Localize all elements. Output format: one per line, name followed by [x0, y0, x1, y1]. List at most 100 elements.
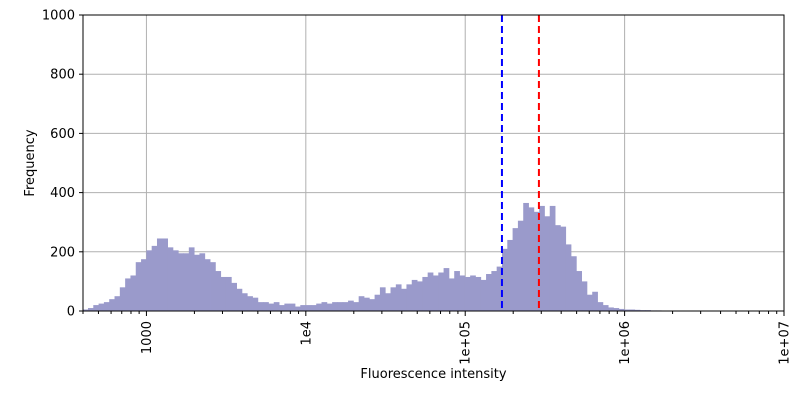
histogram-bar: [273, 302, 280, 311]
histogram-bar: [390, 287, 397, 311]
plot-frame: [82, 14, 785, 312]
x-tick-label: 1e+05: [459, 321, 474, 365]
histogram-bar: [438, 272, 445, 311]
x-tick-label: 1000: [140, 321, 155, 354]
histogram-bar: [156, 238, 163, 311]
histogram-bar: [581, 281, 588, 311]
histogram-bar: [427, 272, 434, 311]
histogram-bar: [337, 302, 344, 311]
histogram-bar: [119, 287, 126, 311]
y-tick-label: 400: [50, 186, 75, 201]
histogram-bar: [459, 275, 466, 311]
histogram-bar: [379, 287, 386, 311]
histogram-bar: [87, 308, 94, 311]
histogram-bar: [109, 299, 115, 311]
histogram-bar: [597, 302, 604, 311]
histogram-bar: [188, 247, 195, 311]
reference-lines: [500, 15, 540, 311]
histogram-bar: [167, 247, 174, 311]
histogram-bar: [289, 303, 296, 311]
histogram-bar: [432, 275, 439, 311]
histogram-bar: [576, 271, 583, 311]
histogram-bar: [417, 281, 423, 311]
histogram-bar: [125, 278, 131, 311]
histogram-bar: [464, 276, 471, 311]
histogram-bar: [199, 253, 206, 311]
histogram-bar: [215, 271, 222, 311]
histogram-bar: [263, 302, 269, 311]
histogram-bar: [448, 278, 455, 311]
y-axis-ticks: 0 200 400 600 800 1000: [42, 9, 83, 320]
histogram-bar: [358, 296, 365, 311]
histogram-bar: [613, 308, 620, 311]
histogram-bar: [103, 302, 110, 311]
histogram-bar: [257, 302, 264, 311]
histogram-bars: [83, 202, 736, 311]
histogram-bar: [512, 228, 519, 311]
histogram-bar: [549, 205, 556, 311]
histogram-bar: [204, 259, 211, 311]
histogram-bar: [406, 284, 413, 311]
histogram-bar: [501, 248, 508, 311]
histogram-bar: [401, 288, 407, 311]
histogram-bar: [624, 309, 630, 311]
histogram-bar: [634, 309, 641, 311]
y-tick-label: 200: [50, 245, 75, 260]
histogram-bar: [305, 305, 312, 311]
y-tick-label: 600: [50, 127, 75, 142]
histogram-bar: [544, 216, 551, 311]
histogram-bar: [210, 262, 216, 311]
histogram-bar: [316, 303, 322, 311]
histogram-bar: [629, 309, 636, 311]
histogram-bar: [114, 296, 121, 311]
histogram-bar: [539, 205, 545, 311]
histogram-bar: [194, 254, 200, 311]
histogram-bar: [517, 220, 524, 311]
histogram-bar: [284, 303, 291, 311]
histogram-bar: [342, 302, 349, 311]
histogram-bar: [236, 288, 243, 311]
histogram-bar: [183, 253, 190, 311]
histogram-bar: [602, 305, 609, 311]
histogram-bar: [83, 309, 89, 311]
histogram-bar: [369, 299, 375, 311]
y-tick-label: 0: [67, 305, 75, 320]
histogram-bar: [470, 275, 476, 311]
histogram-bar: [592, 291, 598, 311]
histogram-bar: [486, 274, 492, 311]
histogram-bar: [332, 302, 338, 311]
histogram-bar: [98, 303, 105, 311]
histogram-bar: [523, 202, 529, 311]
y-tick-label: 800: [50, 68, 75, 83]
histogram-bar: [300, 305, 306, 311]
histogram-bar: [225, 276, 232, 311]
histogram-bar: [279, 305, 285, 311]
histogram-bar: [560, 226, 567, 311]
histogram-bar: [162, 238, 168, 311]
histogram-bar: [475, 276, 482, 311]
x-axis-ticks: 1000 1e4 1e+05 1e+06 1e+07: [82, 311, 793, 365]
histogram-bar: [565, 244, 572, 311]
histogram-bar: [268, 303, 275, 311]
histogram-bar: [321, 302, 328, 311]
histogram-bar: [93, 305, 99, 311]
histogram-bar: [395, 284, 402, 311]
histogram-bar: [326, 303, 333, 311]
histogram-bar: [491, 271, 498, 311]
histogram-bar: [528, 207, 535, 311]
histogram-bar: [220, 276, 227, 311]
histogram-bar: [310, 305, 317, 311]
histogram-bar: [146, 250, 153, 311]
histogram-bar: [496, 266, 503, 311]
x-tick-label: 1e+07: [778, 321, 793, 365]
histogram-bar: [385, 293, 391, 311]
histogram-bar: [241, 293, 248, 311]
histogram-bar: [411, 279, 418, 311]
histogram-bar: [363, 297, 370, 311]
y-tick-label: 1000: [42, 9, 75, 24]
histogram-bar: [247, 296, 253, 311]
histogram-bar: [586, 294, 593, 311]
histogram-bar: [178, 253, 184, 311]
histogram-bar: [231, 282, 237, 311]
